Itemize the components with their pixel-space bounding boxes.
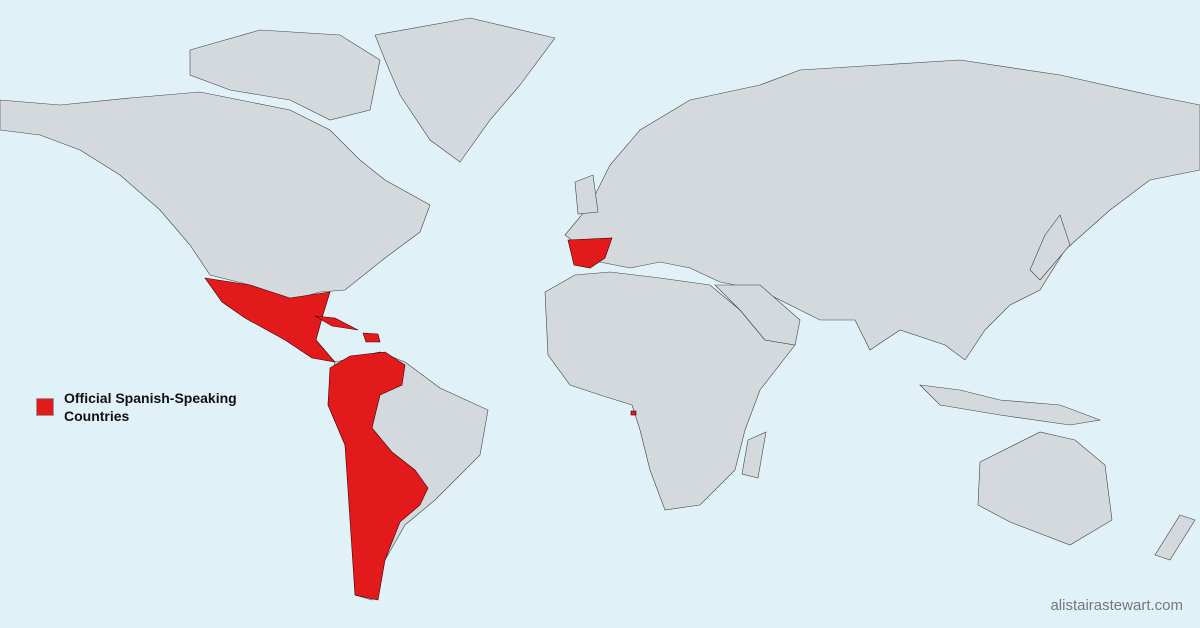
legend-label: Official Spanish-Speaking Countries [64,390,237,424]
land-gray [0,17,1200,601]
uk [574,174,599,215]
new-zealand [1154,514,1196,561]
land-highlighted [204,237,637,601]
spain [567,237,613,269]
mexico-central-america [204,277,336,363]
legend-swatch [36,398,54,416]
australia [977,431,1113,546]
spanish-south-america [327,351,429,601]
credit-watermark: alistairastewart.com [1050,597,1183,614]
legend: Official Spanish-Speaking Countries [36,389,264,425]
greenland [374,17,556,163]
madagascar [741,431,767,479]
africa [544,271,796,511]
dominican-republic [362,332,381,343]
indonesia [919,384,1102,426]
cuba [314,315,359,331]
japan [1029,214,1071,281]
eurasia [564,59,1200,361]
equatorial-guinea [630,410,637,416]
north-america [0,91,431,301]
arabia [714,284,801,346]
arctic-islands [189,29,381,121]
